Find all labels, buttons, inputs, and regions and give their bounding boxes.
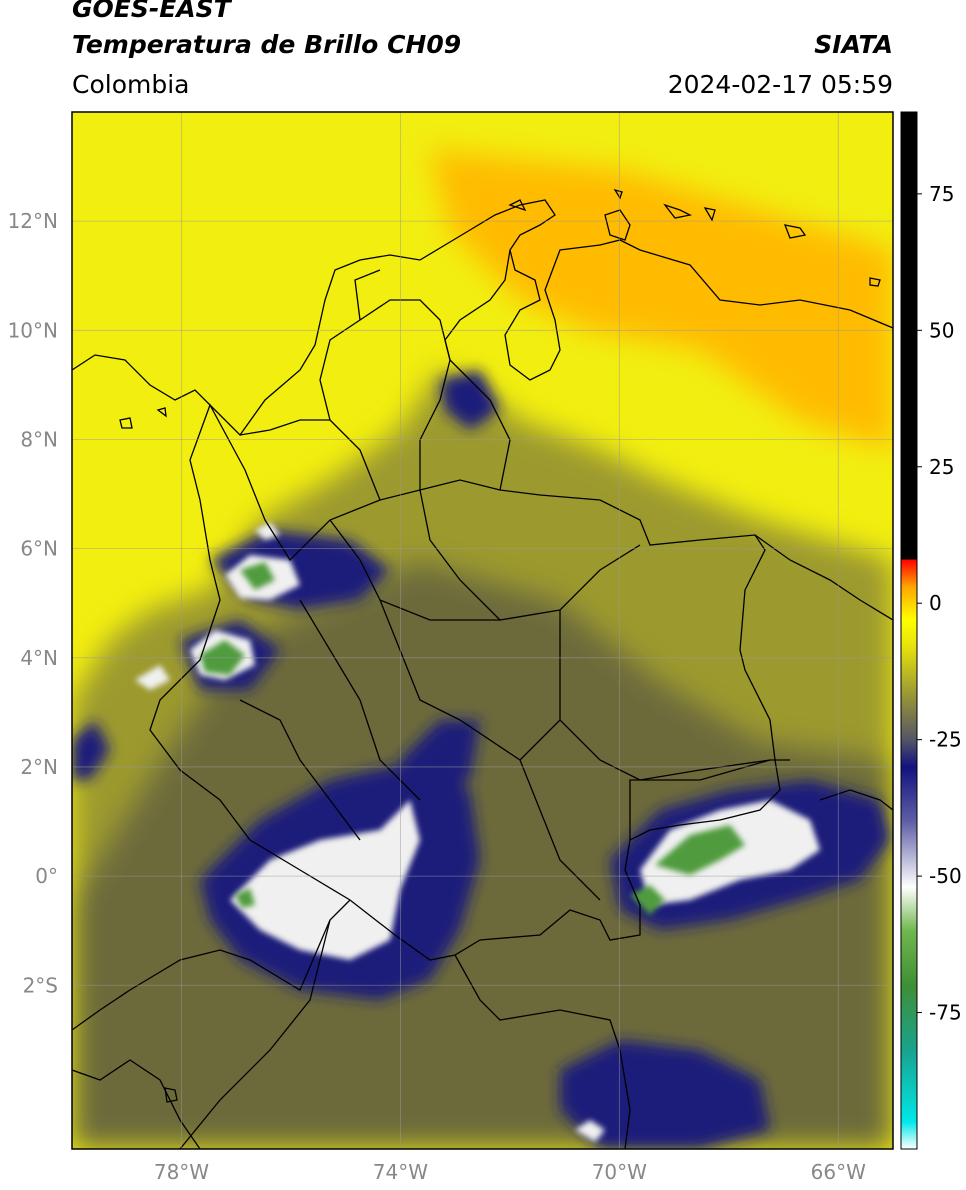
latitude-label: 4°N	[20, 646, 58, 670]
latitude-label: 8°N	[20, 427, 58, 451]
south-boundary	[179, 919, 331, 1149]
colorbar-fill	[900, 111, 918, 1150]
colorbar-tick-label: 50	[929, 318, 954, 342]
longitude-label: 66°W	[811, 1160, 866, 1184]
dry-air-region	[430, 150, 893, 450]
coldest-cloud-core	[235, 888, 255, 908]
colorbar-tick-label: -75	[929, 1001, 962, 1025]
internal-boundary	[519, 759, 601, 901]
island	[663, 203, 692, 219]
deep-convection-region	[560, 1040, 770, 1149]
island	[164, 1087, 178, 1103]
ecuador-border	[72, 899, 351, 1031]
coldest-cloud-core	[655, 825, 745, 875]
coastline-caribbean	[72, 199, 893, 437]
cold-cloud-top	[255, 522, 280, 540]
internal-boundary	[239, 699, 361, 841]
product-title: Temperatura de Brillo CH09	[72, 30, 462, 59]
island	[703, 207, 716, 222]
satellite-title: GOES-EAST	[72, 0, 231, 23]
colorbar-tick-label: -50	[929, 864, 962, 888]
latitude-label: 2°S	[23, 973, 58, 997]
deep-convection-region	[440, 370, 500, 430]
island	[869, 277, 881, 287]
country-borders	[72, 188, 893, 1149]
island	[508, 199, 527, 212]
deep-convection-region	[400, 720, 480, 800]
internal-boundary	[329, 519, 461, 721]
latitude-label: 12°N	[8, 209, 58, 233]
colorbar-tick-label: 0	[929, 591, 942, 615]
longitude-label: 70°W	[592, 1160, 647, 1184]
colorbar-tick-label: 25	[929, 455, 954, 479]
island	[604, 209, 631, 241]
island	[156, 407, 167, 418]
internal-boundary	[354, 269, 381, 321]
map-frame	[71, 111, 894, 1150]
colorbar-tick-label: 75	[929, 182, 954, 206]
brazil-border	[629, 759, 790, 840]
timestamp-label: 2024-02-17 05:59	[667, 70, 893, 99]
region-label: Colombia	[72, 70, 190, 99]
latitude-label: 10°N	[8, 318, 58, 342]
longitude-label: 74°W	[373, 1160, 428, 1184]
internal-boundary	[239, 419, 330, 436]
peru-coast	[72, 1059, 201, 1149]
guyana-boundary	[819, 789, 893, 811]
island	[119, 417, 133, 429]
cold-cloud-top	[135, 665, 170, 690]
deep-convection-region	[72, 720, 110, 780]
moist-dark-region	[72, 560, 893, 1149]
longitude-label: 78°W	[154, 1160, 209, 1184]
cold-cloud-top	[575, 1120, 605, 1142]
island	[613, 188, 623, 200]
internal-boundary	[559, 610, 771, 781]
peru-border	[454, 954, 631, 1149]
island	[783, 224, 807, 239]
colorbar-tick-label: -25	[929, 728, 962, 752]
latitude-label: 6°N	[20, 537, 58, 561]
latitude-label: 2°N	[20, 755, 58, 779]
internal-boundary	[379, 599, 500, 621]
latitude-label: 0°	[35, 864, 58, 888]
coldest-cloud-core	[630, 885, 665, 915]
coldest-cloud-core	[240, 562, 275, 590]
graticule	[72, 112, 893, 1149]
colorbar: 75 50 25 0 -25 -50 -75	[900, 111, 962, 1150]
cold-cloud-top	[230, 800, 420, 960]
internal-boundary	[299, 599, 421, 801]
colombia-border	[149, 403, 781, 961]
colorbar-ticks: 75 50 25 0 -25 -50 -75	[917, 182, 962, 1025]
venezuela-border	[444, 249, 511, 491]
venezuela-east	[754, 534, 893, 621]
organization-label: SIATA	[814, 30, 893, 59]
longitude-tick-labels: 78°W 74°W 70°W 66°W	[154, 1160, 866, 1184]
brightness-temperature-field	[72, 112, 893, 1149]
latitude-tick-labels: 12°N 10°N 8°N 6°N 4°N 2°N 0° 2°S	[8, 209, 58, 997]
